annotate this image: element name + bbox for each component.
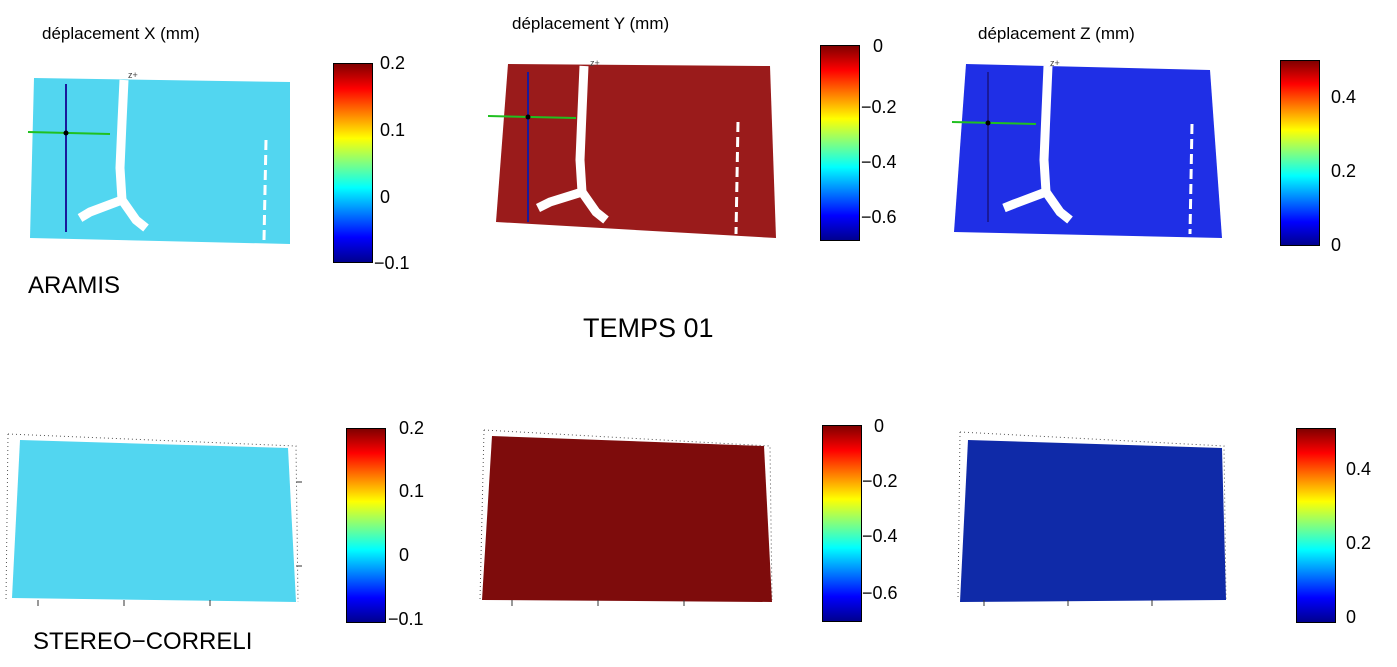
column-title-z: déplacement Z (mm)	[978, 24, 1135, 43]
colorbar-tick-label: 0	[874, 416, 885, 436]
axis-glyph-label: z+	[1050, 58, 1060, 68]
correli-surface-y	[479, 429, 773, 606]
colorbar-tick-label: 0.2	[380, 53, 406, 73]
vertical-slit	[1188, 123, 1194, 235]
colorbar-tick-label: 0	[399, 545, 410, 565]
axis-origin	[985, 120, 991, 126]
colorbar-z-correli	[1296, 428, 1336, 623]
colorbar-y-aramis	[820, 45, 860, 241]
column-title-y: déplacement Y (mm)	[512, 14, 670, 33]
aramis-surface-x: z+	[27, 70, 290, 244]
vertical-slit	[262, 139, 268, 241]
colorbar-tick-label: 0	[1346, 607, 1357, 627]
correli-surface-x	[5, 433, 302, 606]
colorbar-y-correli	[822, 425, 862, 622]
crack-path	[535, 65, 589, 213]
colorbar-tick-label: −0.2	[861, 97, 897, 117]
colorbar-tick-label: 0	[380, 187, 391, 207]
colorbar-tick-label: 0.4	[1331, 87, 1357, 107]
colorbar-z-aramis	[1280, 60, 1320, 246]
colorbar-tick-label: −0.2	[862, 471, 898, 491]
colorbar-tick-label: −0.6	[861, 207, 897, 227]
colorbar-tick-label: 0.2	[1346, 533, 1372, 553]
vertical-slit	[734, 121, 740, 235]
colorbar-x-aramis	[333, 63, 373, 263]
axis-origin	[525, 114, 531, 120]
center-title: TEMPS 01	[583, 313, 714, 343]
method-label-stereo-correli: STEREO−CORRELI	[33, 628, 253, 655]
surface-patch	[12, 440, 296, 602]
colorbar-tick-label: −0.1	[374, 253, 410, 273]
colorbar-tick-label: 0.1	[399, 481, 425, 501]
crack-branch	[1042, 189, 1073, 224]
aramis-surface-z: z+	[951, 58, 1222, 238]
method-label-aramis: ARAMIS	[28, 272, 121, 299]
axis-glyph-label: z+	[128, 70, 138, 80]
colorbar-tick-label: 0.2	[399, 418, 425, 438]
surface-patch	[954, 64, 1222, 238]
crack-path	[1002, 65, 1053, 213]
axes-box-outline	[959, 431, 1227, 601]
colorbar-tick-label: 0.4	[1346, 459, 1372, 479]
aramis-surface-y: z+	[487, 58, 776, 238]
axes-box-outline	[7, 433, 299, 603]
colorbar-tick-label: −0.6	[862, 583, 898, 603]
colorbar-tick-label: 0.2	[1331, 161, 1357, 181]
colorbar-tick-label: 0.1	[380, 120, 406, 140]
colorbar-x-correli	[346, 428, 386, 623]
surface-patch	[960, 440, 1226, 602]
surface-patch	[496, 64, 776, 238]
crack-branch	[578, 189, 609, 224]
axes-box-outline	[957, 431, 961, 601]
crack-branch	[118, 197, 149, 232]
column-title-x: déplacement X (mm)	[42, 24, 200, 43]
axes-box-outline	[479, 429, 485, 601]
axis-x	[27, 131, 111, 135]
crack-path	[77, 79, 129, 222]
colorbar-tick-label: 0	[1331, 235, 1342, 255]
axes-box-outline	[5, 433, 9, 603]
colorbar-tick-label: −0.4	[862, 526, 898, 546]
surface-patch	[482, 436, 772, 602]
colorbar-tick-label: −0.4	[861, 152, 897, 172]
axis-glyph-label: z+	[590, 58, 600, 68]
colorbar-tick-label: −0.1	[388, 609, 424, 629]
axis-x	[951, 121, 1037, 125]
axis-x	[487, 115, 577, 119]
surface-patch	[30, 78, 290, 244]
axis-origin	[63, 130, 69, 136]
colorbar-tick-label: 0	[873, 36, 884, 56]
correli-surface-z	[957, 431, 1227, 606]
